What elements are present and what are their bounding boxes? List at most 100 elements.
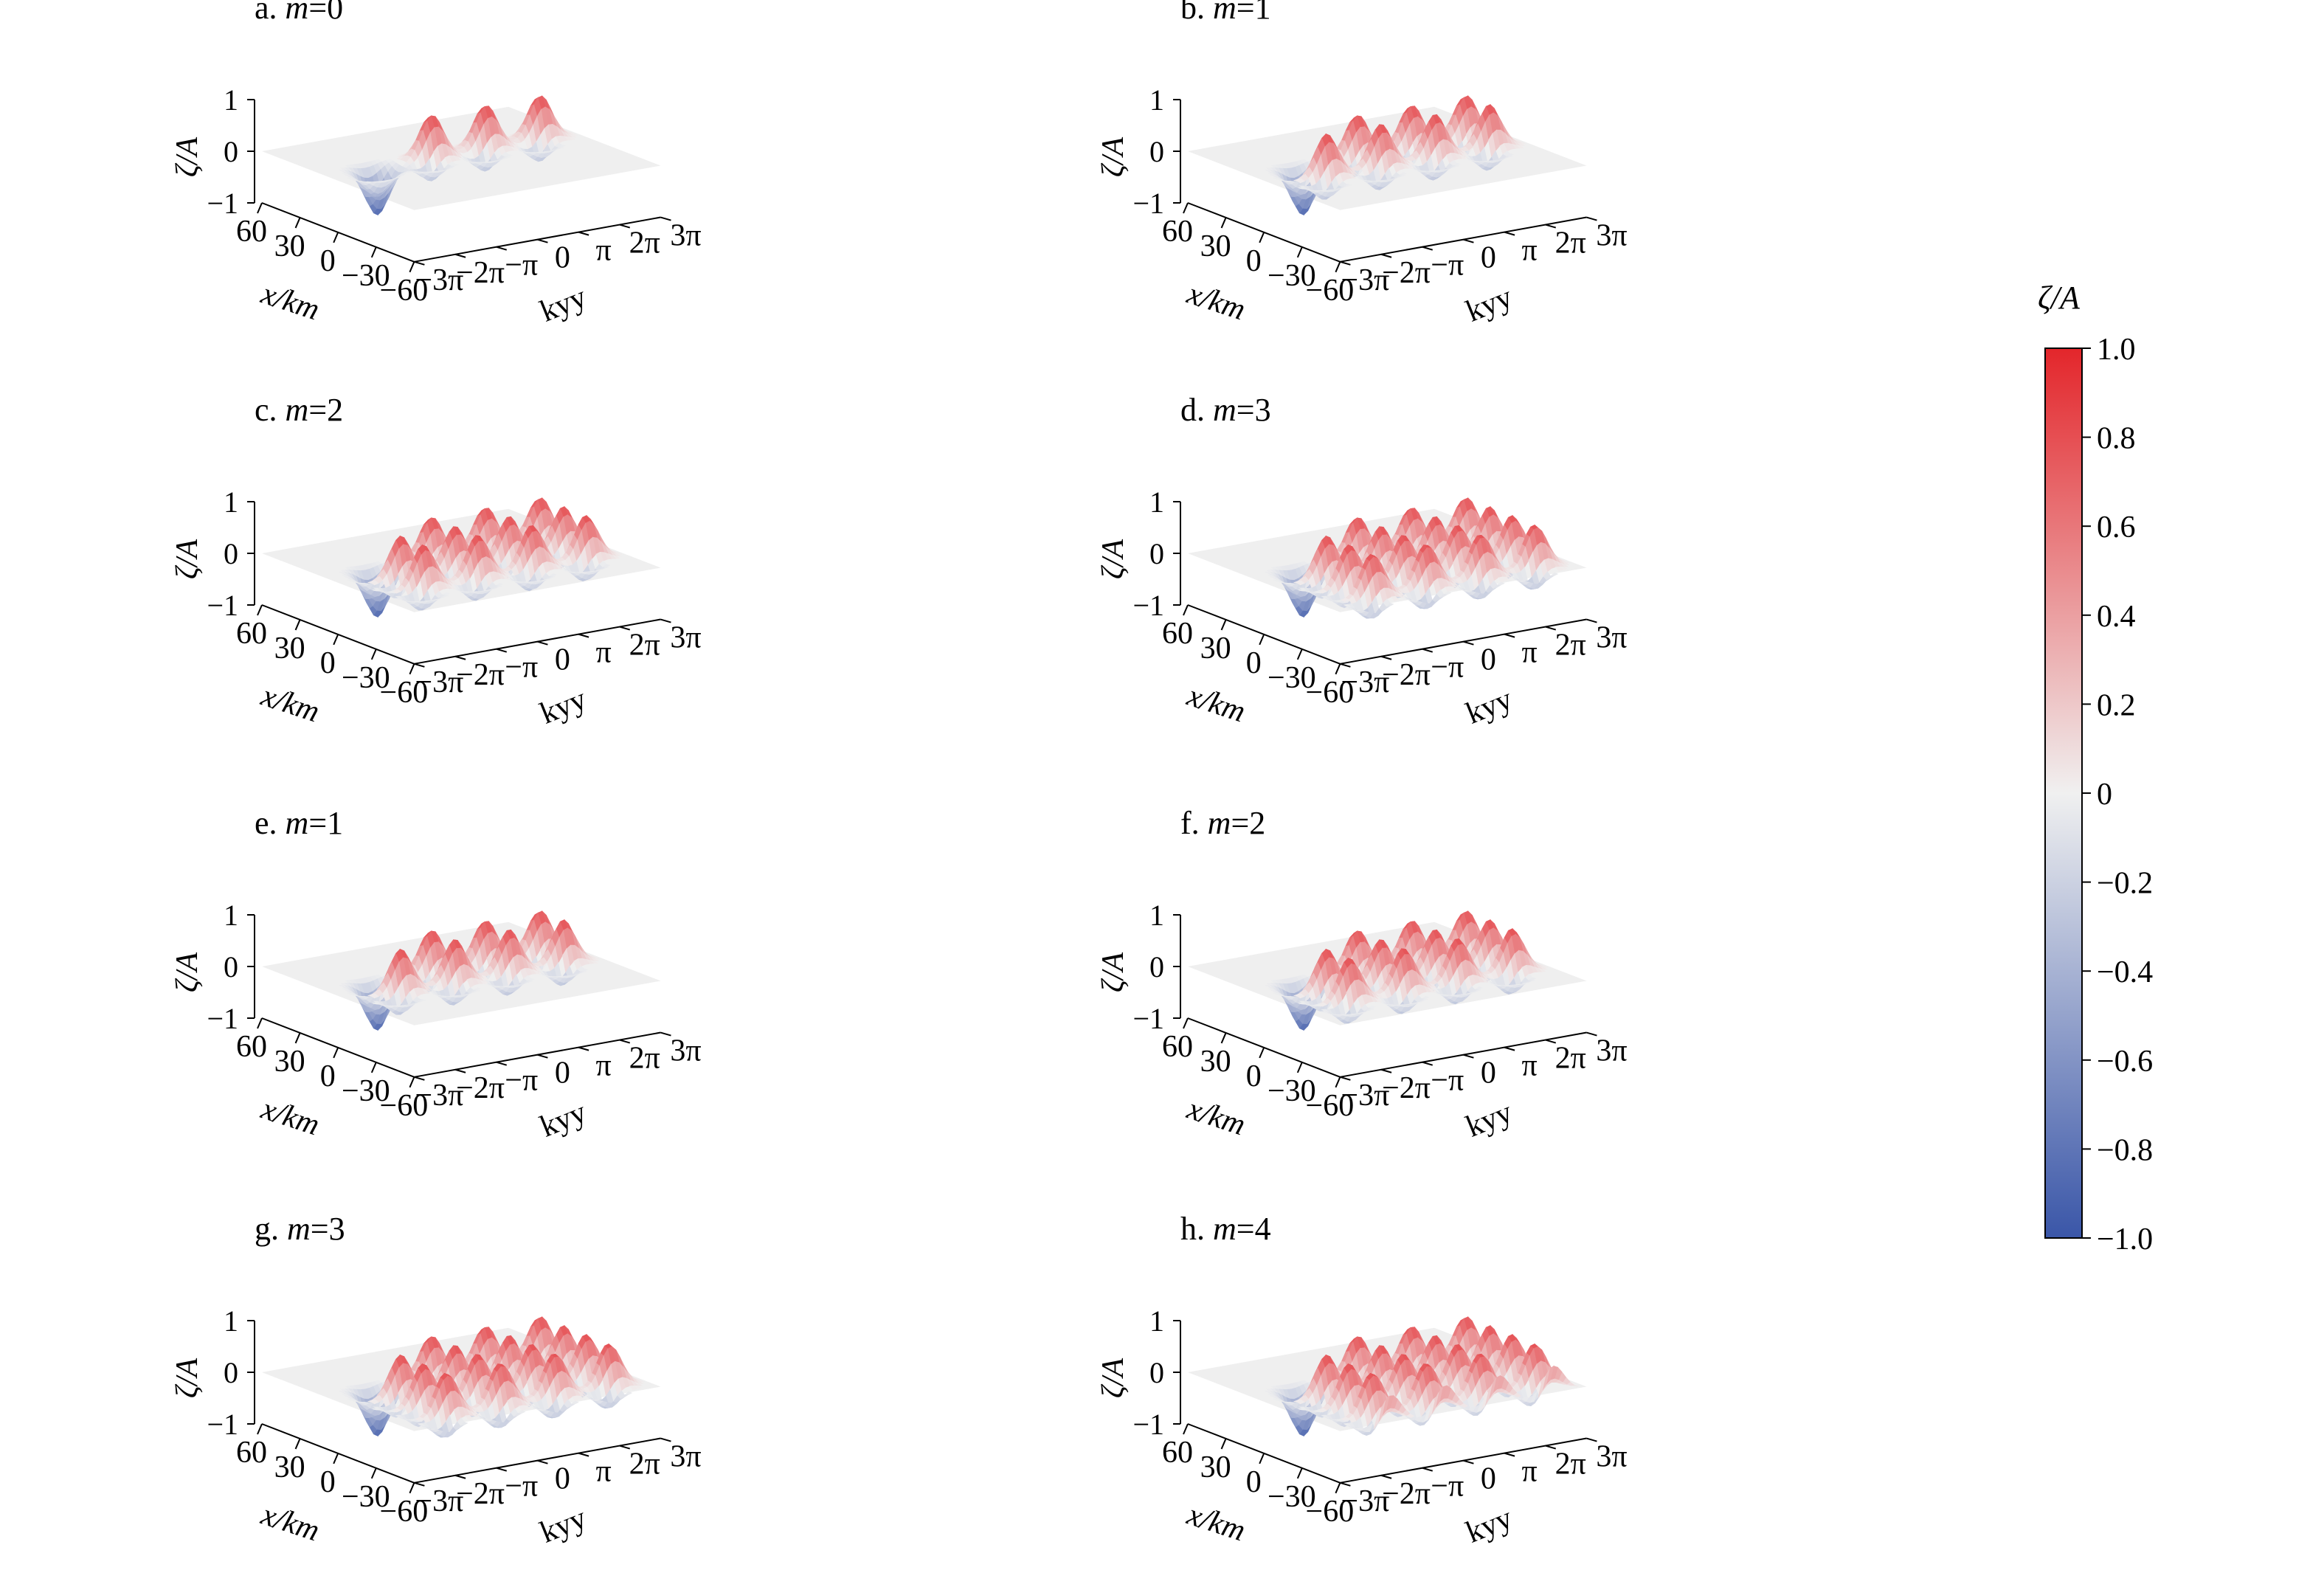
x-tick-label: 60 bbox=[236, 617, 267, 651]
panel-title: a. m=0 bbox=[255, 0, 343, 26]
panels: a. m=010−1ζ/A60 30 0 −30−60x/km −3π−2π −π 0 π 2π… bbox=[170, 0, 1628, 1550]
x-tick-label: −60 bbox=[380, 274, 429, 308]
x-tick-label: −30 bbox=[342, 259, 390, 293]
panel-m-value: =2 bbox=[308, 392, 343, 428]
y-tick-label: 2π bbox=[629, 629, 660, 663]
panel-title: d. m=3 bbox=[1180, 392, 1271, 428]
x-axis-label: x/km bbox=[257, 679, 324, 730]
x-tick bbox=[1259, 232, 1265, 243]
z-axis-label: ζ/A bbox=[1096, 539, 1130, 579]
x-tick-label: 30 bbox=[274, 632, 305, 665]
y-tick-label: −π bbox=[505, 249, 538, 283]
x-tick bbox=[257, 202, 263, 214]
y-tick-label: −π bbox=[1431, 651, 1464, 685]
x-tick bbox=[370, 649, 377, 660]
x-tick bbox=[1183, 202, 1189, 214]
panel-4: d. m=310−1ζ/A60 30 0 −30−60x/km −3π−2π −π 0 π 2π… bbox=[1096, 392, 1628, 731]
y-axis-label: kyy bbox=[1462, 682, 1518, 730]
y-tick-label: −2π bbox=[456, 658, 505, 692]
panel-3: c. m=210−1ζ/A60 30 0 −30−60x/km −3π−2π −π 0 π 2π… bbox=[170, 392, 702, 731]
x-tick bbox=[333, 232, 339, 243]
z-tick-label: 1 bbox=[1149, 83, 1164, 117]
y-tick bbox=[537, 640, 548, 646]
z-tick-label: 1 bbox=[1149, 485, 1164, 519]
y-axis-label: kyy bbox=[536, 682, 592, 730]
x-tick bbox=[257, 604, 263, 616]
surface bbox=[339, 95, 578, 216]
x-tick-label: 60 bbox=[236, 215, 267, 249]
surface-cell bbox=[425, 171, 433, 173]
panel-m: m bbox=[286, 805, 309, 841]
x-axis-line bbox=[261, 202, 415, 263]
x-tick bbox=[409, 663, 415, 675]
x-axis-label: x/km bbox=[257, 277, 324, 328]
x-tick-label: 60 bbox=[1162, 617, 1193, 651]
x-tick-label: 30 bbox=[1200, 632, 1231, 665]
y-tick-label: −2π bbox=[456, 256, 505, 290]
panel-m-value: =0 bbox=[308, 0, 343, 26]
y-tick bbox=[537, 238, 548, 243]
z-tick-label: 0 bbox=[1149, 537, 1164, 570]
x-tick-label: 0 bbox=[320, 646, 336, 680]
y-axis-label: kyy bbox=[1462, 280, 1518, 328]
panel-2: b. m=110−1ζ/A60 30 0 −30−60x/km −3π−2π −π 0 π 2π… bbox=[1096, 0, 1628, 329]
surface-cell bbox=[372, 181, 380, 183]
z-tick-label: −1 bbox=[207, 187, 238, 220]
surface-cell bbox=[532, 151, 540, 153]
panel-title: b. m=1 bbox=[1180, 0, 1271, 26]
y-tick-label: 3π bbox=[670, 621, 701, 655]
x-tick bbox=[1220, 217, 1227, 229]
y-tick bbox=[578, 231, 589, 236]
y-tick bbox=[578, 633, 589, 638]
z-tick-label: 0 bbox=[1149, 135, 1164, 168]
x-tick-label: 30 bbox=[274, 229, 305, 263]
x-axis-label: x/km bbox=[1183, 679, 1250, 730]
surface-cell bbox=[414, 171, 422, 173]
y-tick-label: 0 bbox=[555, 241, 570, 275]
panel-m: m bbox=[286, 0, 309, 26]
y-tick bbox=[660, 216, 671, 221]
z-tick-label: 1 bbox=[224, 485, 238, 519]
x-tick-label: 0 bbox=[1246, 244, 1262, 278]
y-tick-label: −π bbox=[1431, 249, 1464, 283]
z-tick-label: −1 bbox=[207, 589, 238, 622]
x-tick bbox=[1335, 261, 1341, 273]
z-tick-label: −1 bbox=[1132, 187, 1164, 220]
y-tick-label: 0 bbox=[1481, 643, 1496, 677]
y-tick bbox=[1504, 231, 1515, 236]
x-tick-label: 0 bbox=[1246, 646, 1262, 680]
x-tick bbox=[294, 217, 301, 229]
y-tick-label: 0 bbox=[555, 643, 570, 677]
panel-letter: a. bbox=[255, 0, 286, 26]
x-tick bbox=[294, 619, 301, 631]
y-tick bbox=[1463, 640, 1474, 646]
panel-m-value: =3 bbox=[1237, 392, 1271, 428]
x-tick bbox=[1335, 663, 1341, 675]
y-axis-label: kyy bbox=[536, 280, 592, 328]
y-tick bbox=[1504, 633, 1515, 638]
y-tick bbox=[619, 224, 631, 229]
x-axis-label: x/km bbox=[1183, 277, 1250, 328]
y-tick-label: 2π bbox=[1555, 226, 1586, 260]
panel-letter: d. bbox=[1180, 392, 1213, 428]
x-tick bbox=[1296, 246, 1303, 258]
x-tick-label: 60 bbox=[1162, 215, 1193, 249]
y-tick-label: 3π bbox=[1596, 621, 1627, 655]
x-tick bbox=[409, 261, 415, 273]
panel-title: e. m=1 bbox=[255, 805, 343, 841]
surface bbox=[1265, 94, 1526, 216]
y-tick-label: −π bbox=[505, 651, 538, 685]
y-tick-label: −3π bbox=[415, 263, 463, 297]
y-tick-label: 2π bbox=[629, 226, 660, 260]
y-tick-label: π bbox=[595, 636, 611, 670]
y-tick-label: π bbox=[1521, 636, 1537, 670]
y-tick-label: 3π bbox=[670, 219, 701, 253]
y-tick bbox=[454, 253, 466, 258]
panel-m-value: =1 bbox=[308, 805, 343, 841]
panel-m: m bbox=[1213, 0, 1237, 26]
panel-letter: b. bbox=[1180, 0, 1213, 26]
x-tick bbox=[1183, 604, 1189, 616]
y-tick bbox=[1463, 238, 1474, 243]
y-tick-label: 2π bbox=[1555, 629, 1586, 663]
panel-m: m bbox=[1213, 392, 1237, 428]
